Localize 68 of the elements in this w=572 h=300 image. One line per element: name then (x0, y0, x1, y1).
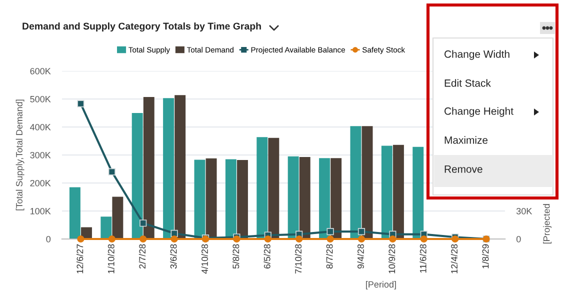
bar (256, 137, 268, 239)
y-tick-label: 0 (46, 236, 51, 242)
bar (268, 138, 280, 239)
x-tick-label: 10/9/28 (388, 244, 396, 274)
bar (319, 158, 330, 239)
bar (350, 126, 362, 239)
bar (143, 97, 154, 239)
point (77, 235, 84, 243)
x-tick-label: 5/8/28 (232, 244, 240, 269)
point (358, 235, 366, 243)
annotation: Maximize (444, 136, 488, 144)
bar (69, 187, 80, 239)
bar (174, 95, 186, 239)
bar (100, 216, 112, 239)
bar (163, 98, 174, 239)
x-tick-label: 12/4/28 (450, 244, 458, 274)
bar (236, 160, 248, 239)
y2-axis-title: [Projected (543, 204, 552, 244)
bar (206, 158, 217, 239)
point (140, 220, 147, 227)
y-tick-label: 200K (30, 180, 51, 186)
annotation: Change Height (444, 107, 514, 117)
bar (194, 160, 206, 239)
bar (381, 146, 392, 239)
y-tick-label: 600K (30, 68, 51, 74)
annotation: Remove (444, 166, 482, 173)
point (326, 235, 334, 243)
y-tick-label: 100K (30, 208, 51, 214)
x-tick-label: 2/7/28 (138, 244, 146, 269)
point (108, 235, 116, 243)
point (108, 168, 116, 176)
x-tick-label: 1/10/28 (108, 244, 114, 274)
x-tick-label: 9/4/28 (357, 244, 364, 269)
x-tick-label: 1/8/29 (482, 244, 489, 268)
x-tick-label: 6/5/28 (264, 244, 270, 268)
bar (412, 146, 424, 239)
x-tick-label: 11/6/28 (420, 244, 426, 273)
point (170, 235, 178, 243)
bar (299, 156, 310, 239)
point (420, 235, 428, 243)
text: Change Width (444, 50, 510, 60)
point (358, 228, 366, 236)
annotation: Edit Stack (444, 79, 491, 87)
x-tick-label: 7/10/28 (294, 244, 302, 274)
point (326, 228, 334, 236)
point (77, 100, 84, 108)
x-tick-label: 12/6/27 (76, 244, 84, 274)
bar (330, 158, 342, 239)
x-axis-title: [Period] (366, 281, 396, 290)
y-tick-label: 300K (30, 152, 51, 158)
point (140, 235, 147, 243)
chart-title: Demand and Supply Category Totals by Time Graph (22, 22, 261, 32)
bar (132, 113, 143, 239)
bar (362, 126, 373, 239)
y2-tick-label: 0 (516, 236, 521, 242)
point (389, 235, 396, 243)
y-axis-title: [Total Supply,Total Demand] (16, 100, 24, 210)
point (296, 235, 303, 243)
bar (392, 144, 404, 239)
bar (288, 156, 299, 239)
point (264, 235, 272, 243)
y-tick-label: 500K (30, 96, 51, 102)
y2-tick-label: 30K (516, 208, 532, 214)
x-tick-label: 3/6/28 (170, 244, 177, 269)
bar (112, 196, 124, 239)
y-tick-label: 400K (30, 124, 51, 130)
x-tick-label: 4/10/28 (201, 244, 208, 274)
x-tick-label: 8/7/28 (326, 244, 333, 269)
